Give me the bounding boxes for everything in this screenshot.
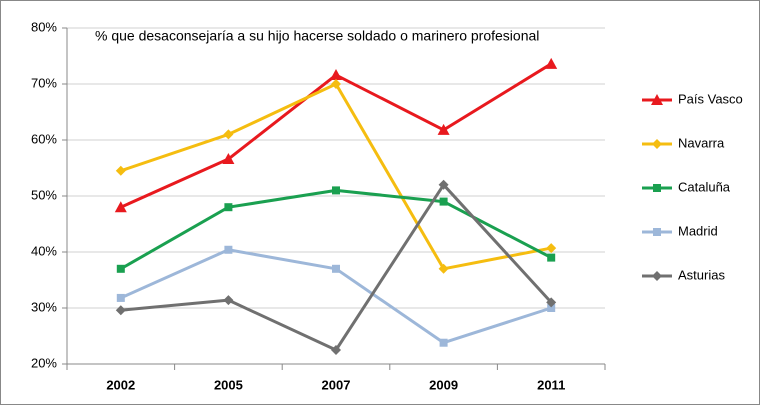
marker <box>547 253 556 262</box>
marker <box>439 338 448 347</box>
marker <box>222 153 235 165</box>
marker <box>331 345 341 355</box>
legend-label: Madrid <box>678 223 718 238</box>
y-tick-label: 70% <box>31 75 57 90</box>
marker <box>330 69 342 81</box>
marker <box>546 243 557 254</box>
legend-label: País Vasco <box>678 91 743 106</box>
legend-label: Navarra <box>678 135 725 150</box>
marker <box>547 304 556 312</box>
marker <box>653 228 661 236</box>
marker <box>223 129 234 140</box>
y-tick-label: 60% <box>31 131 57 146</box>
marker <box>651 94 663 105</box>
marker <box>115 305 126 316</box>
chart-title: % que desaconsejaría a su hijo hacerse s… <box>95 28 539 44</box>
marker <box>653 184 661 192</box>
marker <box>332 264 340 273</box>
y-tick-label: 30% <box>31 299 57 314</box>
x-tick-label: 2011 <box>537 377 565 392</box>
marker <box>116 264 125 273</box>
marker <box>652 139 662 149</box>
marker <box>331 79 341 89</box>
y-tick-label: 40% <box>31 243 57 258</box>
marker <box>116 293 125 302</box>
x-tick-label: 2005 <box>214 377 243 392</box>
legend-label: Asturias <box>678 267 725 282</box>
marker <box>114 201 127 213</box>
marker <box>115 165 126 176</box>
y-tick-label: 20% <box>31 355 57 370</box>
marker <box>224 203 233 212</box>
marker <box>437 123 450 135</box>
marker <box>332 186 340 195</box>
marker <box>439 197 448 206</box>
marker <box>223 295 234 306</box>
marker <box>546 297 557 308</box>
x-tick-label: 2002 <box>106 377 135 392</box>
marker <box>545 57 558 69</box>
x-tick-label: 2009 <box>429 377 458 392</box>
x-tick-label: 2007 <box>322 377 351 392</box>
marker <box>224 245 233 254</box>
marker <box>438 263 449 274</box>
marker <box>652 271 662 281</box>
y-tick-label: 80% <box>31 19 57 34</box>
marker <box>438 179 449 190</box>
y-tick-label: 50% <box>31 187 57 202</box>
legend-label: Cataluña <box>678 179 731 194</box>
